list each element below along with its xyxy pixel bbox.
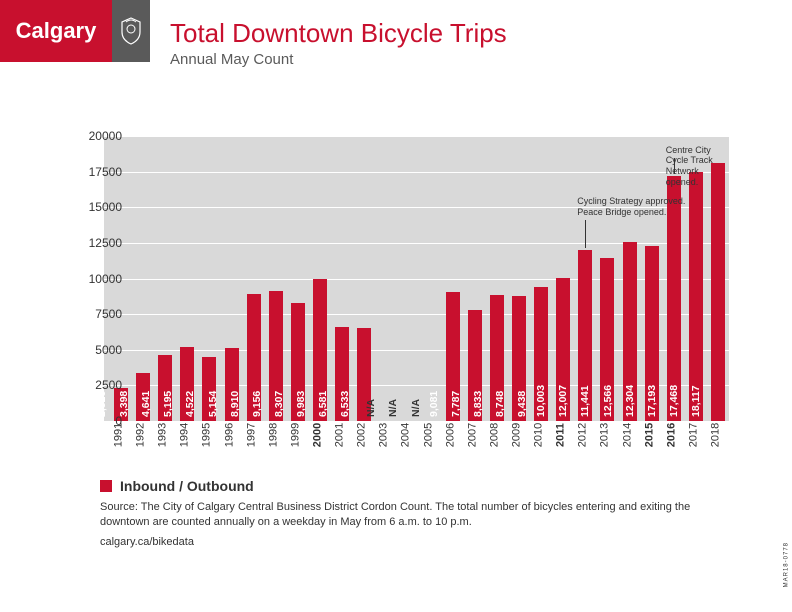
bar: 18,117 [711, 163, 725, 421]
bar-slot: N/A [375, 136, 397, 421]
bar-slot: 8,833 [486, 136, 508, 421]
y-tick-label: 5000 [72, 343, 122, 357]
bar-slot: 10,003 [552, 136, 574, 421]
annotation-line [585, 220, 586, 248]
bar-na-label: N/A [365, 399, 377, 417]
y-tick-label: 2500 [72, 378, 122, 392]
bar-value-label: 6,533 [339, 391, 351, 417]
y-tick-label: 0 [72, 414, 122, 428]
bar-slot: 11,441 [596, 136, 618, 421]
legend-label: Inbound / Outbound [120, 478, 254, 494]
bar-value-label: 8,748 [494, 391, 506, 417]
bar-value-label: 9,983 [295, 391, 307, 417]
annotation-text: Centre City Cycle Track Network opened. [666, 145, 729, 188]
header: Calgary Total Downtown Bicycle Trips Ann… [0, 0, 792, 68]
bar-value-label: 12,304 [624, 385, 636, 417]
bar-slot: 9,156 [265, 136, 287, 421]
brand-logo: Calgary [0, 0, 150, 62]
bar-value-label: 10,003 [535, 385, 547, 417]
chart: 2,3263,3984,6415,1954,5225,1548,9109,156… [54, 130, 754, 475]
bar-value-label: 7,787 [450, 391, 462, 417]
annotation-text: Cycling Strategy approved.Peace Bridge o… [577, 196, 685, 218]
bar-slot: 9,983 [309, 136, 331, 421]
page-subtitle: Annual May Count [170, 51, 507, 68]
bar-value-label: 11,441 [580, 385, 592, 417]
bar-slot: 7,787 [464, 136, 486, 421]
bar-value-label: 8,833 [472, 391, 484, 417]
bar-value-label: 8,307 [273, 391, 285, 417]
y-tick-label: 12500 [72, 236, 122, 250]
y-tick-label: 10000 [72, 272, 122, 286]
bar-slot: 9,081 [442, 136, 464, 421]
bar-value-label: 9,438 [516, 391, 528, 417]
bar-slot: 6,533 [353, 136, 375, 421]
brand-text: Calgary [0, 0, 112, 62]
bar-na-label: N/A [387, 399, 399, 417]
bar-slot: N/A [397, 136, 419, 421]
bar-slot: 5,195 [176, 136, 198, 421]
bars-container: 2,3263,3984,6415,1954,5225,1548,9109,156… [104, 136, 729, 421]
crest-icon [118, 16, 144, 46]
bar-slot: 12,304 [641, 136, 663, 421]
bar-value-label: 9,156 [251, 391, 263, 417]
side-mark: MAR18-0778 [783, 542, 789, 587]
brand-crest [112, 0, 150, 62]
source-url: calgary.ca/bikedata [100, 536, 194, 548]
bar-value-label: 17,468 [668, 385, 680, 417]
legend-swatch [100, 480, 112, 492]
bar-slot: 4,522 [198, 136, 220, 421]
bar-slot: 4,641 [154, 136, 176, 421]
y-tick-label: 7500 [72, 307, 122, 321]
gridline [104, 421, 729, 422]
bar-value-label: 17,193 [646, 385, 658, 417]
bar-slot: 8,910 [243, 136, 265, 421]
bar-slot: 8,748 [508, 136, 530, 421]
bar-value-label: 5,195 [162, 391, 174, 417]
bar-value-label: 4,641 [140, 391, 152, 417]
y-tick-label: 17500 [72, 165, 122, 179]
bar-value-label: 5,154 [206, 391, 218, 417]
y-tick-label: 20000 [72, 129, 122, 143]
bar-slot: 8,307 [287, 136, 309, 421]
bar-slot: 3,398 [132, 136, 154, 421]
bar-slot: 6,581 [331, 136, 353, 421]
bar-slot: 12,566 [619, 136, 641, 421]
bar-value-label: 9,081 [428, 391, 440, 417]
bar-value-label: 6,581 [317, 391, 329, 417]
y-tick-label: 15000 [72, 200, 122, 214]
page-title: Total Downtown Bicycle Trips [170, 18, 507, 49]
bar-value-label: 12,566 [602, 385, 614, 417]
bar-value-label: 8,910 [229, 391, 241, 417]
bar-slot: N/A [420, 136, 442, 421]
plot-area: 2,3263,3984,6415,1954,5225,1548,9109,156… [104, 136, 729, 421]
bar-slot: 5,154 [221, 136, 243, 421]
bar-slot: 9,438 [530, 136, 552, 421]
bar-slot: 12,007 [574, 136, 596, 421]
bar-value-label: 4,522 [184, 391, 196, 417]
bar-value-label: 12,007 [557, 385, 569, 417]
legend: Inbound / Outbound [100, 478, 254, 494]
source-text: Source: The City of Calgary Central Busi… [100, 500, 720, 530]
title-block: Total Downtown Bicycle Trips Annual May … [170, 18, 507, 68]
bar-na-label: N/A [410, 399, 422, 417]
bar: 17,468 [689, 172, 703, 421]
bar-value-label: 18,117 [690, 385, 702, 417]
